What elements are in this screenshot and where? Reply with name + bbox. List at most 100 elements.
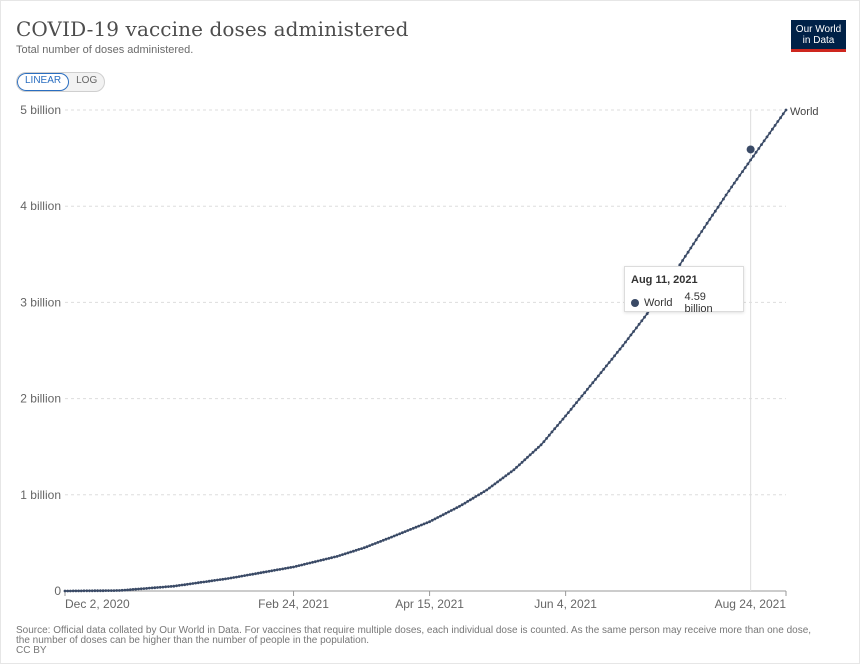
data-point [216,578,219,582]
data-point [417,524,421,528]
data-point [482,490,486,493]
data-point [420,523,423,527]
data-point [531,450,535,454]
data-point [259,571,263,575]
data-point [264,570,268,574]
data-point [128,588,132,592]
data-point [599,371,603,374]
data-point [635,326,638,330]
chart-title: COVID-19 vaccine doses administered [16,17,409,41]
data-point [678,263,682,266]
data-point [703,226,706,229]
data-point [63,589,67,593]
data-point [376,541,380,544]
data-point [180,583,184,587]
data-point [66,589,70,593]
data-point [118,589,121,592]
data-point [588,384,592,388]
data-point [439,514,442,518]
data-point [232,576,236,579]
log-scale-button[interactable]: LOG [76,75,98,86]
y-tick-label: 5 billion [20,103,61,117]
data-point [515,465,518,469]
data-point [74,589,78,593]
data-point [395,533,399,537]
data-point [243,574,247,577]
data-point [335,555,339,558]
data-point [545,437,548,440]
x-tick-label: Aug 24, 2021 [715,597,787,611]
data-point [607,361,611,364]
data-point [235,575,238,579]
y-tick-label: 4 billion [20,199,61,213]
data-point [640,319,644,323]
data-point [550,430,554,434]
data-point [762,139,766,143]
data-point [765,135,769,139]
data-point [281,567,285,571]
data-point [781,112,785,116]
data-point [341,553,344,556]
data-point [727,189,731,193]
data-point [711,213,714,217]
source-note-continued: the number of doses can be higher than t… [16,635,370,646]
data-point [69,589,72,593]
data-point [572,404,576,408]
data-point [626,337,630,340]
data-point [392,534,396,538]
data-point [523,458,527,462]
data-point [330,556,333,560]
data-point [501,476,505,480]
data-point [746,162,750,166]
data-point [512,468,516,472]
data-point [537,445,540,449]
data-point [732,181,736,185]
data-point [158,585,162,589]
data-point [284,567,287,570]
data-point [131,588,135,591]
data-point [683,254,687,258]
data-point [126,588,129,592]
data-point [292,565,295,569]
data-point [273,568,276,572]
data-point [455,506,459,510]
data-point [270,569,274,573]
data-point [169,585,173,588]
data-point [303,562,306,566]
data-point [251,572,255,576]
data-point [460,503,464,507]
data-point [705,221,709,225]
data-point [371,543,374,546]
linear-scale-button[interactable]: LINEAR [17,73,70,91]
data-point [754,150,758,154]
tooltip-series-name: World [643,297,673,309]
data-point [153,586,157,590]
data-point [120,588,124,592]
data-point [354,548,358,552]
data-point [534,448,538,452]
data-point [137,587,140,591]
data-point [218,578,222,581]
logo-line-1: Our World [795,24,842,35]
owid-logo[interactable]: Our World in Data [791,20,846,52]
data-point [186,582,189,586]
x-tick-label: Apr 15, 2021 [395,597,464,611]
data-point [471,496,475,500]
data-point [196,581,200,585]
data-point [518,463,521,467]
data-point [313,560,317,564]
data-point [368,544,372,547]
x-tick-label: Feb 24, 2021 [258,597,329,611]
data-point [387,536,391,540]
data-point [188,582,192,586]
y-tick-label: 3 billion [20,295,61,309]
data-point [229,576,233,580]
data-point [161,585,165,589]
data-point [99,589,102,593]
data-point [338,554,342,557]
data-point [85,589,89,593]
x-tick-label: Jun 4, 2021 [534,597,597,611]
data-point [199,580,203,584]
